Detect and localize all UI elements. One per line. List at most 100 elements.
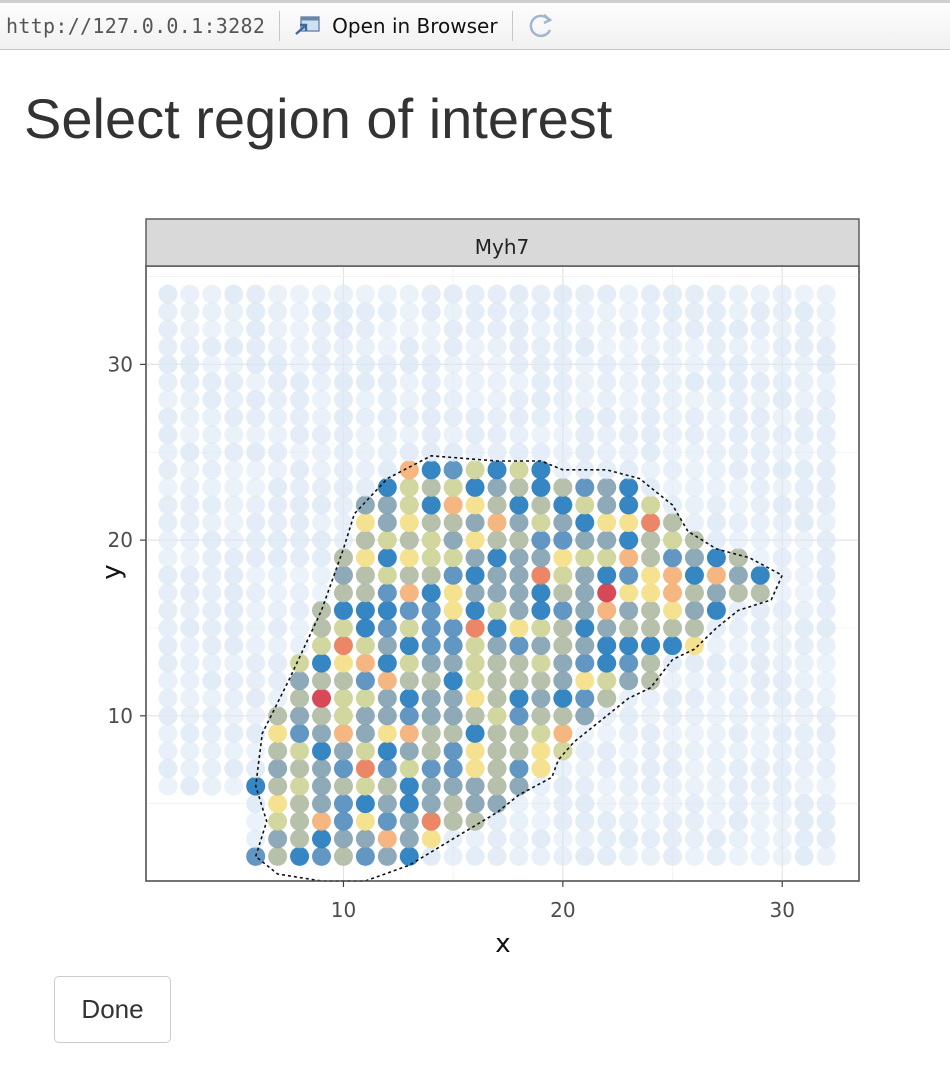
spot-point xyxy=(202,319,222,339)
spot-point xyxy=(399,513,419,533)
spot-point xyxy=(575,337,595,357)
spot-point xyxy=(421,653,441,673)
spot-point xyxy=(531,759,551,779)
spot-point xyxy=(728,495,748,515)
spot-point xyxy=(663,636,683,656)
spot-point xyxy=(355,495,375,515)
spot-point xyxy=(312,354,332,374)
spot-point xyxy=(641,776,661,796)
spot-point xyxy=(399,565,419,585)
spot-point xyxy=(333,583,353,603)
spot-point xyxy=(377,372,397,392)
spot-point xyxy=(377,846,397,866)
spot-point xyxy=(377,442,397,462)
spot-point xyxy=(443,477,463,497)
spot-point xyxy=(443,776,463,796)
spot-point xyxy=(268,337,288,357)
brush-plot[interactable]: Myh7 10 20 30 10 20 30 x y xyxy=(0,200,950,960)
spot-point xyxy=(268,776,288,796)
spot-point xyxy=(509,741,529,761)
spot-point xyxy=(355,372,375,392)
spot-point xyxy=(619,390,639,410)
spot-point xyxy=(794,302,814,322)
spot-point xyxy=(465,759,485,779)
spot-point xyxy=(268,372,288,392)
spot-point xyxy=(312,442,332,462)
spot-point xyxy=(575,636,595,656)
spot-point xyxy=(421,284,441,304)
spot-point xyxy=(268,671,288,691)
spot-point xyxy=(728,706,748,726)
spot-point xyxy=(158,442,178,462)
spot-point xyxy=(268,284,288,304)
spot-point xyxy=(619,530,639,550)
spot-point xyxy=(531,723,551,743)
spot-point xyxy=(531,407,551,427)
address-url[interactable]: http://127.0.0.1:3282 xyxy=(6,14,266,38)
spot-point xyxy=(706,354,726,374)
spot-point xyxy=(684,513,704,533)
spot-point xyxy=(312,829,332,849)
spot-point xyxy=(333,829,353,849)
spot-point xyxy=(794,477,814,497)
spot-point xyxy=(728,636,748,656)
spot-point xyxy=(509,460,529,480)
spot-point xyxy=(816,618,836,638)
spot-point xyxy=(509,829,529,849)
spot-point xyxy=(290,337,310,357)
spot-point xyxy=(355,513,375,533)
spot-point xyxy=(684,319,704,339)
spot-point xyxy=(355,776,375,796)
spot-point xyxy=(421,600,441,620)
spot-point xyxy=(246,407,266,427)
spot-point xyxy=(290,354,310,374)
spot-point xyxy=(794,354,814,374)
spot-point xyxy=(531,600,551,620)
spot-point xyxy=(443,565,463,585)
spot-point xyxy=(575,829,595,849)
spot-point xyxy=(421,723,441,743)
spot-point xyxy=(509,671,529,691)
spot-point xyxy=(531,618,551,638)
spot-point xyxy=(597,284,617,304)
spot-point xyxy=(268,425,288,445)
spot-point xyxy=(575,425,595,445)
spot-point xyxy=(663,846,683,866)
spot-point xyxy=(399,407,419,427)
spot-point xyxy=(663,530,683,550)
spot-point xyxy=(487,794,507,814)
spot-point xyxy=(641,495,661,515)
spot-point xyxy=(706,425,726,445)
spot-point xyxy=(794,390,814,410)
spot-point xyxy=(487,600,507,620)
refresh-button[interactable] xyxy=(527,12,555,40)
spot-point xyxy=(487,425,507,445)
spot-point xyxy=(333,407,353,427)
spot-point xyxy=(224,618,244,638)
spot-point xyxy=(750,319,770,339)
spot-point xyxy=(684,284,704,304)
spot-point xyxy=(728,565,748,585)
spot-point xyxy=(750,337,770,357)
spot-point xyxy=(377,688,397,708)
spot-point xyxy=(728,390,748,410)
spot-point xyxy=(202,442,222,462)
spot-point xyxy=(355,706,375,726)
spot-point xyxy=(399,846,419,866)
done-button[interactable]: Done xyxy=(54,976,171,1043)
spot-point xyxy=(553,653,573,673)
spot-point xyxy=(641,636,661,656)
spot-point xyxy=(224,302,244,322)
spot-point xyxy=(421,372,441,392)
spot-point xyxy=(158,354,178,374)
spot-point xyxy=(816,407,836,427)
spot-point xyxy=(619,794,639,814)
spot-point xyxy=(531,442,551,462)
spot-point xyxy=(202,390,222,410)
spot-point xyxy=(312,600,332,620)
spot-point xyxy=(312,776,332,796)
spot-point xyxy=(575,671,595,691)
open-in-browser-button[interactable]: Open in Browser xyxy=(294,14,498,38)
spot-point xyxy=(465,600,485,620)
spot-point xyxy=(684,776,704,796)
